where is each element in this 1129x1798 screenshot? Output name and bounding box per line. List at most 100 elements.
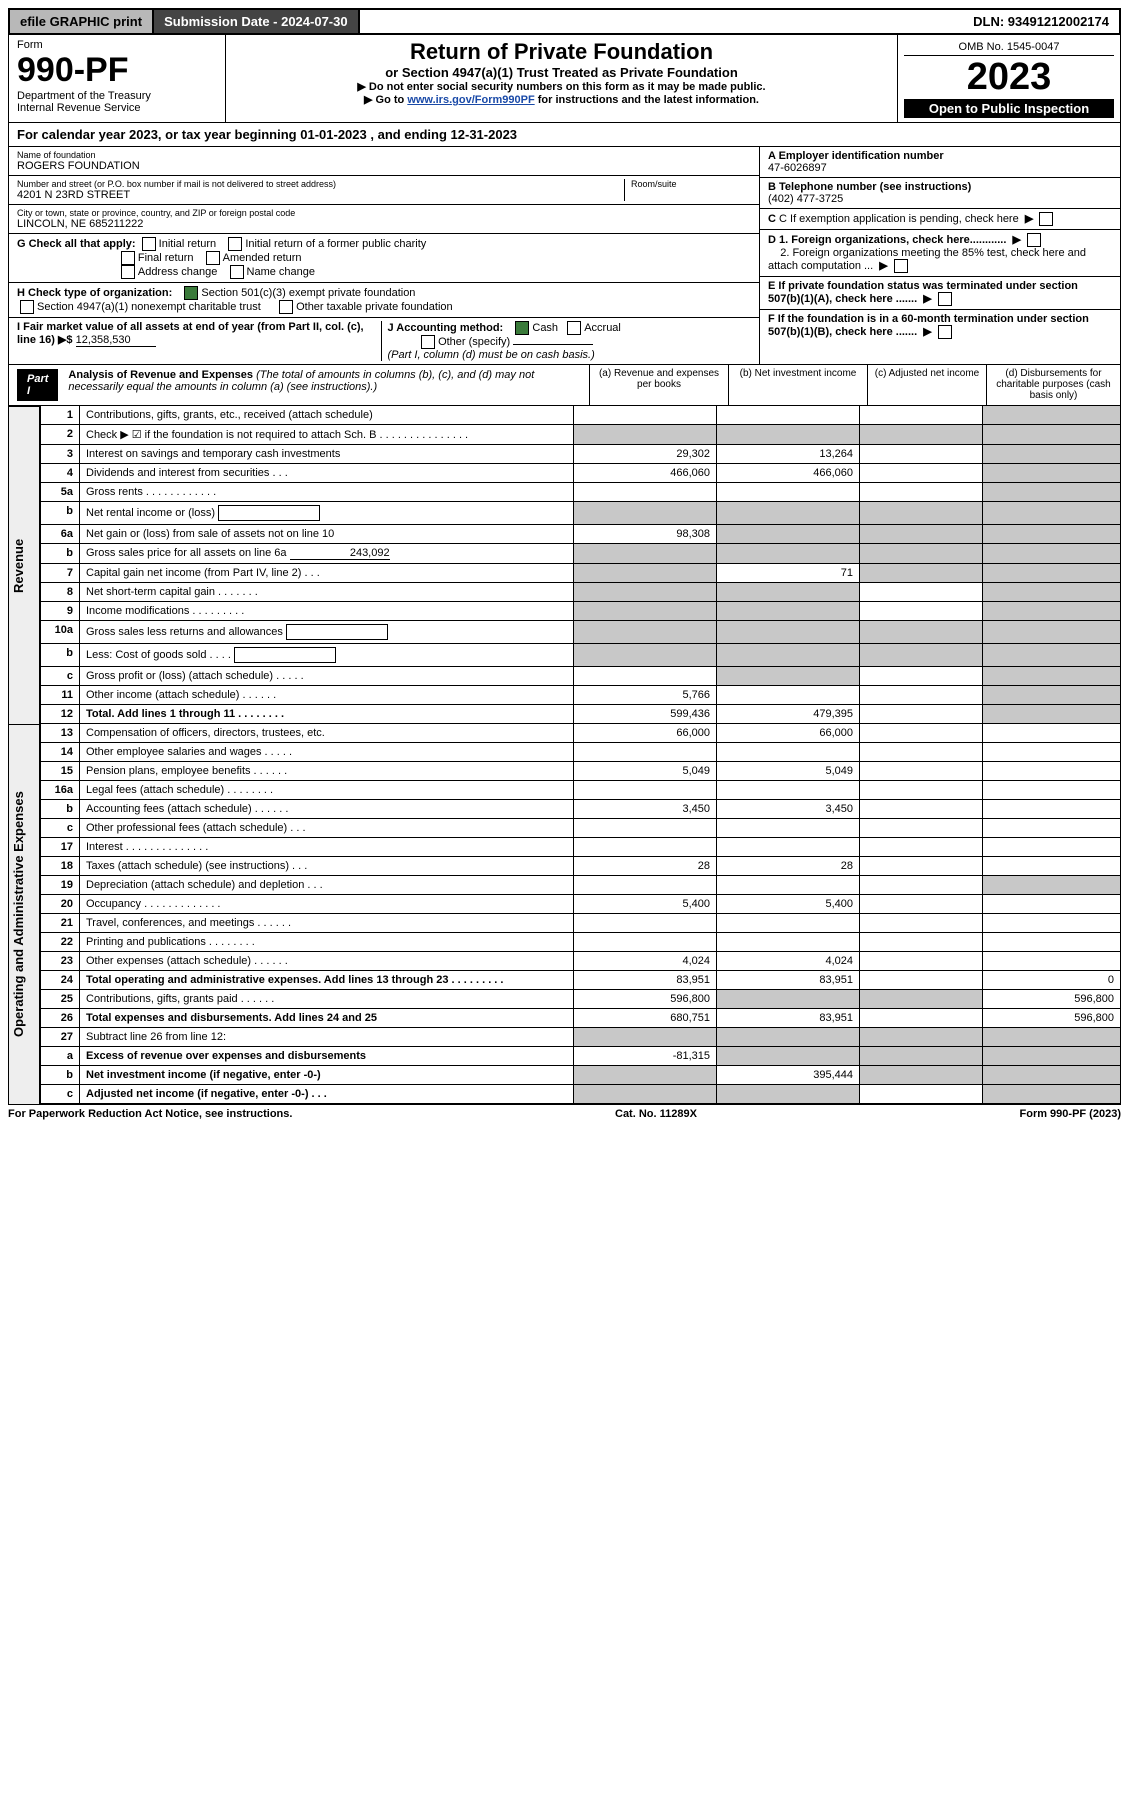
col-d-value	[983, 1047, 1121, 1066]
top-bar: efile GRAPHIC print Submission Date - 20…	[8, 8, 1121, 35]
line-number: b	[41, 800, 80, 819]
chk-f[interactable]	[938, 325, 952, 339]
chk-addr-change[interactable]	[121, 265, 135, 279]
line-number: c	[41, 667, 80, 686]
col-a-value	[574, 1066, 717, 1085]
irs-link[interactable]: www.irs.gov/Form990PF	[407, 94, 534, 106]
chk-cash[interactable]	[515, 321, 529, 335]
col-d-value	[983, 525, 1121, 544]
col-a-value: 28	[574, 857, 717, 876]
col-c-value	[860, 1047, 983, 1066]
line-label: Depreciation (attach schedule) and deple…	[80, 876, 574, 895]
revenue-side-label: Revenue	[8, 406, 40, 724]
col-a-value	[574, 583, 717, 602]
col-d-value	[983, 800, 1121, 819]
table-row: 22Printing and publications . . . . . . …	[41, 933, 1121, 952]
instr-2: ▶ Go to www.irs.gov/Form990PF for instru…	[234, 93, 889, 106]
chk-initial-former[interactable]	[228, 237, 242, 251]
col-d-value	[983, 425, 1121, 445]
efile-label[interactable]: efile GRAPHIC print	[10, 10, 154, 33]
table-row: 17Interest . . . . . . . . . . . . . .	[41, 838, 1121, 857]
col-c-value	[860, 857, 983, 876]
chk-d1[interactable]	[1027, 233, 1041, 247]
chk-other-tax[interactable]	[279, 300, 293, 314]
table-row: 25Contributions, gifts, grants paid . . …	[41, 990, 1121, 1009]
col-a-value: 66,000	[574, 724, 717, 743]
irs-label: Internal Revenue Service	[17, 102, 217, 114]
col-d-value	[983, 602, 1121, 621]
g-check-row: G Check all that apply: Initial return I…	[9, 234, 759, 283]
col-a-value	[574, 406, 717, 425]
col-d-value	[983, 743, 1121, 762]
line-number: 2	[41, 425, 80, 445]
col-d-value	[983, 621, 1121, 644]
table-row: cOther professional fees (attach schedul…	[41, 819, 1121, 838]
col-b-value	[717, 544, 860, 564]
chk-501c3[interactable]	[184, 286, 198, 300]
col-d-value	[983, 857, 1121, 876]
col-c-value	[860, 971, 983, 990]
table-row: 14Other employee salaries and wages . . …	[41, 743, 1121, 762]
chk-initial[interactable]	[142, 237, 156, 251]
col-b-value: 83,951	[717, 971, 860, 990]
col-c-value	[860, 819, 983, 838]
page-footer: For Paperwork Reduction Act Notice, see …	[8, 1104, 1121, 1120]
line-label: Gross sales price for all assets on line…	[80, 544, 574, 564]
form-word: Form	[17, 39, 217, 51]
fmv-value: 12,358,530	[76, 334, 156, 347]
line-label: Check ▶ ☑ if the foundation is not requi…	[80, 425, 574, 445]
chk-e[interactable]	[938, 292, 952, 306]
table-row: 2Check ▶ ☑ if the foundation is not requ…	[41, 425, 1121, 445]
col-a-value: 29,302	[574, 445, 717, 464]
table-row: 11Other income (attach schedule) . . . .…	[41, 686, 1121, 705]
line-number: 24	[41, 971, 80, 990]
city-label: City or town, state or province, country…	[17, 208, 751, 218]
col-a-value	[574, 838, 717, 857]
expenses-table: 13Compensation of officers, directors, t…	[40, 724, 1121, 1104]
col-a-value	[574, 621, 717, 644]
col-d-value	[983, 838, 1121, 857]
col-d-value	[983, 564, 1121, 583]
line-label: Other employee salaries and wages . . . …	[80, 743, 574, 762]
line-number: c	[41, 819, 80, 838]
col-d-value	[983, 895, 1121, 914]
col-b-value	[717, 425, 860, 445]
table-row: 24Total operating and administrative exp…	[41, 971, 1121, 990]
c-label: C If exemption application is pending, c…	[779, 213, 1019, 225]
line-number: 6a	[41, 525, 80, 544]
chk-final[interactable]	[121, 251, 135, 265]
open-inspection: Open to Public Inspection	[904, 99, 1114, 118]
chk-4947[interactable]	[20, 300, 34, 314]
col-a-value	[574, 502, 717, 525]
chk-c[interactable]	[1039, 212, 1053, 226]
col-c-value	[860, 602, 983, 621]
col-d-value	[983, 667, 1121, 686]
chk-amended[interactable]	[206, 251, 220, 265]
col-b-value: 28	[717, 857, 860, 876]
chk-accrual[interactable]	[567, 321, 581, 335]
col-a-value	[574, 564, 717, 583]
col-c-hdr: (c) Adjusted net income	[867, 365, 986, 405]
a-label: A Employer identification number	[768, 150, 944, 162]
line-label: Other income (attach schedule) . . . . .…	[80, 686, 574, 705]
col-d-value	[983, 644, 1121, 667]
chk-name-change[interactable]	[230, 265, 244, 279]
col-d-value	[983, 762, 1121, 781]
col-d-value	[983, 819, 1121, 838]
chk-other-method[interactable]	[421, 335, 435, 349]
chk-d2[interactable]	[894, 259, 908, 273]
col-c-value	[860, 933, 983, 952]
name-label: Name of foundation	[17, 150, 751, 160]
line-label: Gross rents . . . . . . . . . . . .	[80, 483, 574, 502]
col-c-value	[860, 724, 983, 743]
line-number: 15	[41, 762, 80, 781]
table-row: 18Taxes (attach schedule) (see instructi…	[41, 857, 1121, 876]
col-a-value: 5,049	[574, 762, 717, 781]
col-d-value	[983, 1028, 1121, 1047]
submission-date: Submission Date - 2024-07-30	[154, 10, 360, 33]
col-d-hdr: (d) Disbursements for charitable purpose…	[986, 365, 1120, 405]
col-a-value: 680,751	[574, 1009, 717, 1028]
col-d-value	[983, 502, 1121, 525]
col-c-value	[860, 1009, 983, 1028]
line-number: 23	[41, 952, 80, 971]
